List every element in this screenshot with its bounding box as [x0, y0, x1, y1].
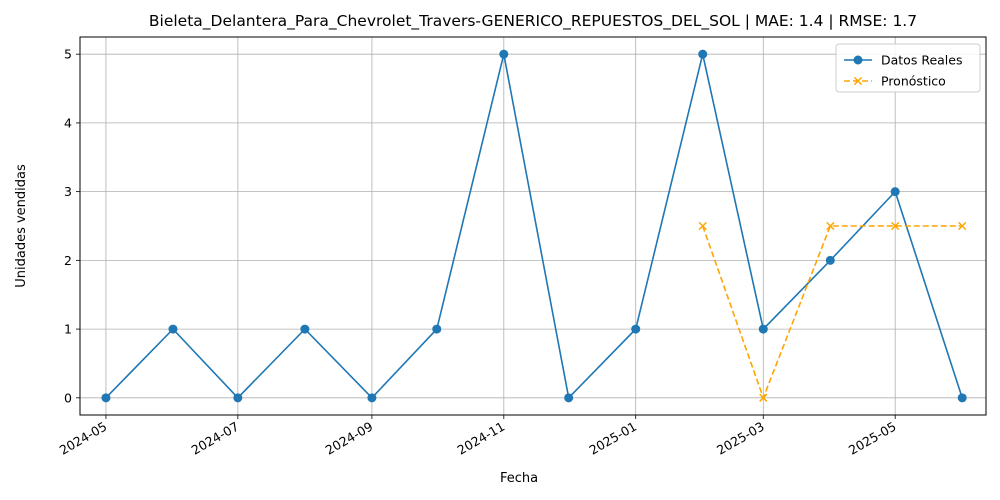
data-point	[101, 393, 111, 403]
data-point	[890, 187, 900, 197]
data-point	[631, 324, 641, 334]
data-point	[758, 324, 768, 334]
data-point	[826, 221, 835, 231]
y-tick-label: 1	[64, 322, 72, 337]
data-point	[698, 49, 708, 59]
series-line-1	[701, 225, 963, 401]
marker-stroke	[958, 221, 967, 231]
y-tick-label: 3	[64, 184, 72, 199]
data-point	[958, 221, 967, 231]
legend: Datos Reales Pronóstico	[835, 43, 981, 93]
data-point	[759, 393, 768, 402]
grid	[80, 37, 986, 415]
marker-stroke	[891, 221, 900, 231]
marker-stroke	[698, 221, 707, 231]
legend-label-1: Pronóstico	[881, 74, 946, 89]
marker-stroke	[759, 393, 768, 402]
y-tick-label: 4	[64, 115, 72, 130]
data-point	[367, 393, 377, 403]
marker-stroke	[826, 221, 835, 231]
data-point	[432, 324, 442, 334]
legend-marker-0	[853, 55, 863, 65]
data-point	[825, 255, 835, 265]
data-point	[168, 324, 178, 334]
data-point	[233, 393, 243, 403]
x-axis-label: Fecha	[500, 471, 538, 486]
legend-box	[835, 43, 981, 93]
plot-frame	[79, 36, 987, 416]
data-point	[957, 393, 967, 403]
legend-marker-1	[853, 76, 863, 86]
data-point	[698, 221, 707, 231]
data-point	[891, 221, 900, 231]
legend-label-0: Datos Reales	[881, 53, 962, 68]
y-axis-label: Unidades vendidas	[14, 164, 29, 288]
y-tick-label: 5	[64, 47, 72, 62]
series-line-0	[105, 54, 963, 400]
series-layer	[101, 49, 967, 403]
y-tick-label: 0	[64, 390, 72, 405]
data-point	[564, 393, 574, 403]
y-tick-label: 2	[64, 253, 72, 268]
chart-title: Bieleta_Delantera_Para_Chevrolet_Travers…	[149, 12, 917, 31]
data-point	[499, 49, 509, 59]
data-point	[300, 324, 310, 334]
